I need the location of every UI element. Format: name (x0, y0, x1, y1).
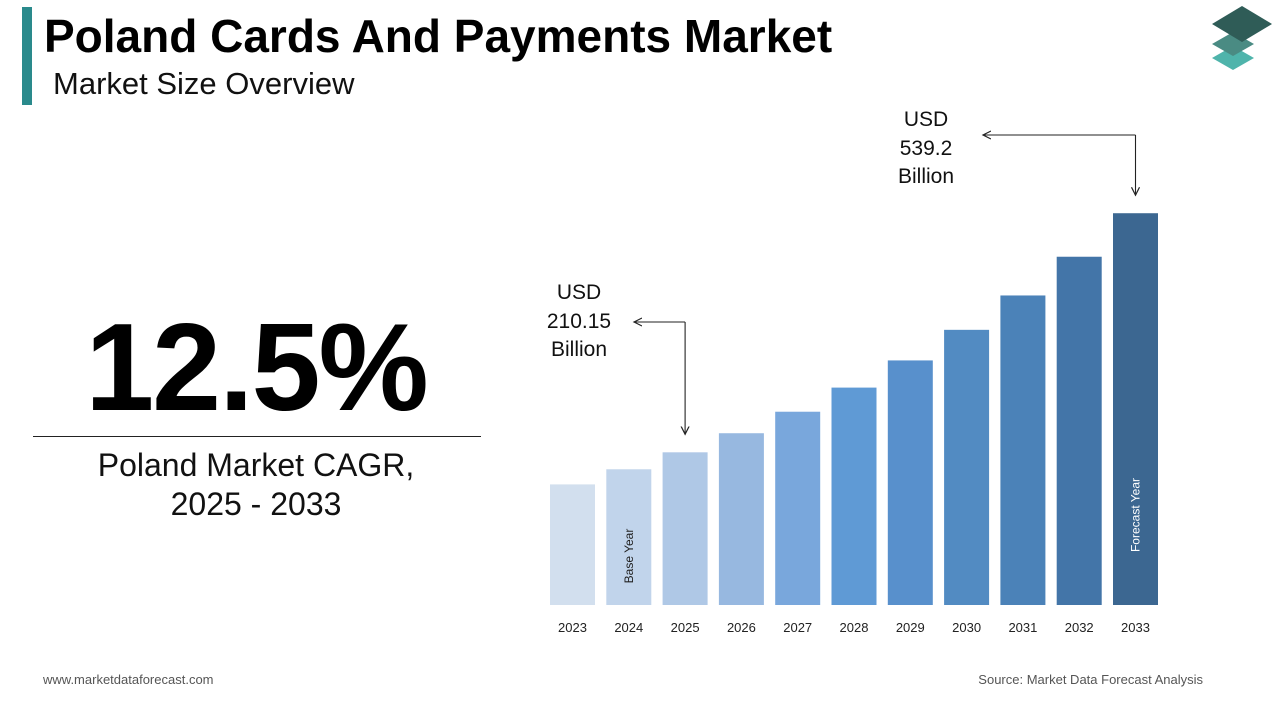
bar-2024 (606, 469, 652, 605)
bar-2027 (775, 411, 821, 605)
x-tick-label-2031: 2031 (1008, 620, 1037, 635)
annotation-2025-line2: 210.15 (547, 310, 611, 333)
x-tick-label-2026: 2026 (727, 620, 756, 635)
page-title: Poland Cards And Payments Market (44, 10, 833, 62)
bar-2030 (944, 329, 990, 605)
annotation-2033-line3: Billion (898, 165, 954, 188)
x-tick-label-2033: 2033 (1121, 620, 1150, 635)
x-tick-label-2025: 2025 (671, 620, 700, 635)
title-accent-bar (22, 7, 32, 105)
x-tick-label-2023: 2023 (558, 620, 587, 635)
bar-label-base-year: Base Year (622, 529, 636, 584)
x-tick-label-2027: 2027 (783, 620, 812, 635)
bar-2025 (662, 452, 708, 605)
cagr-label-line2: 2025 - 2033 (170, 486, 342, 522)
x-tick-label-2030: 2030 (952, 620, 981, 635)
annotation-2025-line1: USD (557, 281, 601, 304)
bar-2029 (887, 360, 933, 605)
bar-2031 (1000, 295, 1046, 605)
cagr-value: 12.5% (85, 299, 429, 437)
cagr-divider (33, 436, 481, 437)
bar-2026 (718, 433, 764, 605)
annotation-2033-line1: USD (904, 108, 948, 131)
page-subtitle: Market Size Overview (53, 66, 355, 101)
stacked-layers-icon (1212, 6, 1272, 70)
bar-2028 (831, 387, 877, 605)
bar-2032 (1056, 256, 1102, 605)
footer-source: Source: Market Data Forecast Analysis (978, 672, 1203, 687)
cagr-label-line1: Poland Market CAGR, (97, 447, 415, 483)
footer-website: www.marketdataforecast.com (43, 672, 214, 687)
x-tick-label-2028: 2028 (840, 620, 869, 635)
bar-label-forecast-year: Forecast Year (1129, 478, 1143, 552)
annotation-2025-line3: Billion (551, 338, 607, 361)
logo-layer-bottom (1212, 46, 1254, 70)
bar-2023 (550, 484, 595, 605)
cagr-label: Poland Market CAGR, 2025 - 2033 (32, 446, 480, 524)
x-tick-label-2029: 2029 (896, 620, 925, 635)
bar-2033 (1113, 213, 1158, 606)
x-tick-label-2032: 2032 (1065, 620, 1094, 635)
annotation-2033-line2: 539.2 (900, 137, 953, 160)
logo-layer-top (1212, 6, 1272, 42)
x-tick-label-2024: 2024 (614, 620, 643, 635)
